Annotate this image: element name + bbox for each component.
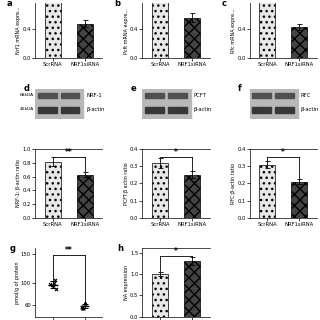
Text: **: ** — [65, 148, 73, 157]
Text: b: b — [114, 0, 120, 8]
Y-axis label: NRF-1: β-actin ratio: NRF-1: β-actin ratio — [16, 160, 21, 207]
Bar — [152, 0, 168, 58]
Y-axis label: pmol/g of protein: pmol/g of protein — [14, 261, 20, 304]
Bar — [45, 162, 61, 218]
Bar — [61, 93, 79, 98]
Text: d: d — [23, 84, 29, 93]
Bar — [168, 93, 187, 98]
Y-axis label: PCFT:β actin ratio: PCFT:β actin ratio — [124, 162, 129, 205]
Point — [50, 283, 55, 288]
Text: 45kDA: 45kDA — [20, 107, 34, 111]
Text: RFC: RFC — [301, 93, 311, 98]
Bar — [275, 107, 294, 113]
Y-axis label: Rfc mRNA expre...: Rfc mRNA expre... — [231, 8, 236, 53]
Bar — [168, 107, 187, 113]
Text: β-actin: β-actin — [193, 107, 212, 112]
Text: f: f — [238, 84, 241, 93]
Bar — [291, 27, 307, 58]
Point — [82, 300, 87, 305]
Bar — [184, 175, 200, 218]
Text: h: h — [117, 244, 123, 253]
Bar — [38, 107, 57, 113]
Point — [47, 281, 52, 286]
Bar — [291, 182, 307, 218]
Y-axis label: NA expression: NA expression — [124, 265, 129, 300]
Point — [52, 280, 57, 285]
Text: *: * — [174, 247, 178, 256]
Point — [53, 287, 58, 292]
Text: g: g — [10, 244, 16, 253]
Bar — [259, 165, 275, 218]
Bar — [250, 89, 298, 119]
Text: **: ** — [65, 245, 73, 254]
Bar — [152, 274, 168, 317]
Bar — [77, 175, 93, 218]
Y-axis label: Nrf1 mRNA expre...: Nrf1 mRNA expre... — [16, 7, 21, 54]
Bar — [145, 107, 164, 113]
Bar — [142, 89, 191, 119]
Text: 68kDA: 68kDA — [20, 92, 34, 97]
Bar — [252, 107, 271, 113]
Text: β-actin: β-actin — [86, 107, 105, 112]
Bar — [252, 93, 271, 98]
Bar — [184, 18, 200, 58]
Y-axis label: RFC:β-actin ratio: RFC:β-actin ratio — [231, 163, 236, 204]
Point — [79, 304, 84, 309]
Bar — [77, 24, 93, 58]
Bar — [275, 93, 294, 98]
Text: β-actin: β-actin — [301, 107, 319, 112]
Bar — [152, 163, 168, 218]
Text: c: c — [221, 0, 227, 8]
Bar — [35, 89, 84, 119]
Y-axis label: Pcft mRNA expre...: Pcft mRNA expre... — [124, 8, 129, 53]
Bar — [61, 107, 79, 113]
Bar — [145, 93, 164, 98]
Text: *: * — [174, 148, 178, 157]
Bar — [259, 0, 275, 58]
Bar — [38, 93, 57, 98]
Point — [51, 284, 56, 290]
Text: NRF-1: NRF-1 — [86, 93, 102, 98]
Text: a: a — [7, 0, 13, 8]
Bar — [184, 261, 200, 317]
Point — [52, 277, 57, 282]
Point — [81, 306, 86, 311]
Bar — [45, 0, 61, 58]
Text: PCFT: PCFT — [193, 93, 206, 98]
Text: e: e — [131, 84, 136, 93]
Text: *: * — [281, 148, 285, 157]
